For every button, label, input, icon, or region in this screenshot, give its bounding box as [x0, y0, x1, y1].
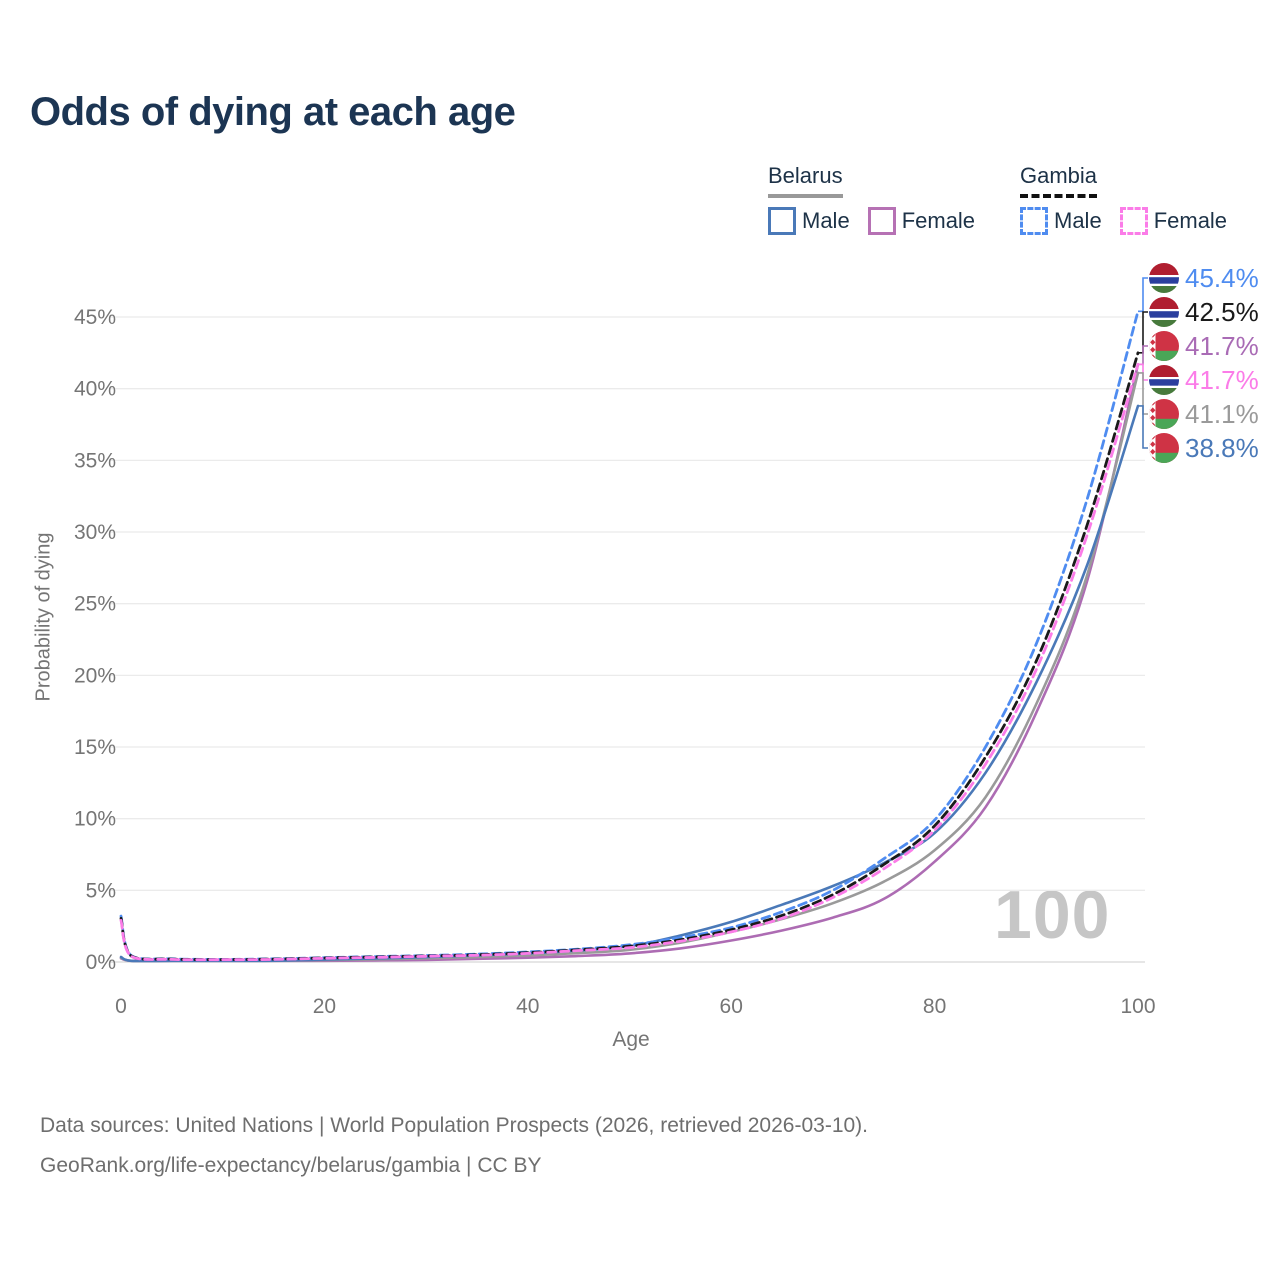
y-tick-45: 45%: [74, 306, 116, 329]
x-axis-title: Age: [612, 1028, 650, 1051]
gridlines: [110, 316, 1145, 963]
footer-attribution: GeoRank.org/life-expectancy/belarus/gamb…: [40, 1154, 542, 1177]
series-line-gambia-male: [119, 309, 1140, 961]
label-connector-gambia-both: [1138, 311, 1148, 354]
series-line-belarus-both: [119, 371, 1140, 963]
flag-icon-belarus: [1149, 433, 1179, 463]
end-value-belarus-male: 38.8%: [1185, 433, 1259, 463]
y-tick-10: 10%: [74, 808, 116, 831]
end-value-belarus-female: 41.7%: [1185, 331, 1259, 361]
page-title: Odds of dying at each age: [30, 90, 516, 134]
legend-item-belarus-male[interactable]: Male: [768, 207, 850, 235]
legend-item-gambia-male[interactable]: Male: [1020, 207, 1102, 235]
y-tick-15: 15%: [74, 736, 116, 759]
y-tick-40: 40%: [74, 378, 116, 401]
legend-item-belarus-female[interactable]: Female: [867, 207, 976, 235]
legend-group-belarus: Belarus Male Female: [768, 163, 993, 235]
x-tick-20: 20: [313, 995, 336, 1018]
footer: Data sources: United Nations | World Pop…: [40, 1106, 868, 1186]
flag-icon-belarus: [1149, 399, 1179, 429]
x-tick-0: 0: [115, 995, 127, 1018]
legend-header-gambia[interactable]: Gambia: [1020, 163, 1098, 198]
y-axis-tick-labels: 0% 5% 10% 15% 20% 25% 30% 35% 40% 45%: [74, 306, 116, 974]
series-line-gambia-both: [119, 351, 1140, 962]
end-value-labels: 45.4% 42.5% 41.7% 41.7% 41.1% 38.8%: [1138, 263, 1259, 463]
series-line-belarus-female: [119, 363, 1140, 963]
x-tick-40: 40: [516, 995, 539, 1018]
end-value-gambia-both: 42.5%: [1185, 297, 1259, 327]
y-axis-title: Probability of dying: [32, 532, 55, 702]
y-tick-30: 30%: [74, 521, 116, 544]
series-line-belarus-male: [119, 404, 1140, 963]
age-watermark: 100: [994, 877, 1111, 953]
plot-area: 0% 5% 10% 15% 20% 25% 30% 35% 40% 45% 0 20 40 60 80 10…: [74, 263, 1259, 1018]
y-tick-0: 0%: [86, 951, 116, 974]
end-value-gambia-female: 41.7%: [1185, 365, 1259, 395]
legend-header-belarus[interactable]: Belarus: [768, 163, 843, 198]
series-line-gambia-female: [119, 362, 1140, 962]
x-tick-100: 100: [1120, 995, 1155, 1018]
flag-icon-gambia: [1149, 263, 1179, 293]
legend-label-gambia-female: Female: [1153, 208, 1228, 233]
label-connector-gambia-male: [1138, 277, 1148, 313]
end-value-belarus-both: 41.1%: [1185, 399, 1259, 429]
legend-label-gambia-male: Male: [1054, 208, 1102, 233]
x-tick-60: 60: [720, 995, 743, 1018]
legend-checkbox-gambia-male[interactable]: [1020, 207, 1048, 235]
legend-checkbox-belarus-female[interactable]: [867, 207, 896, 235]
data-series-lines: [119, 309, 1140, 963]
footer-data-sources: Data sources: United Nations | World Pop…: [40, 1114, 869, 1137]
y-tick-5: 5%: [86, 879, 116, 902]
end-value-gambia-male: 45.4%: [1185, 263, 1259, 293]
legend-item-gambia-female[interactable]: Female: [1119, 207, 1228, 235]
flag-icon-gambia: [1149, 297, 1179, 327]
flag-icon-belarus: [1149, 331, 1179, 361]
legend-checkbox-belarus-male[interactable]: [768, 207, 796, 235]
label-connector-belarus-female: [1138, 345, 1148, 366]
y-tick-35: 35%: [74, 449, 116, 472]
flag-icon-gambia: [1149, 365, 1179, 395]
label-connector-belarus-both: [1138, 372, 1148, 415]
label-connector-belarus-male: [1138, 405, 1148, 449]
legend-label-belarus-male: Male: [802, 208, 850, 233]
x-tick-80: 80: [923, 995, 946, 1018]
y-tick-25: 25%: [74, 593, 116, 616]
y-tick-20: 20%: [74, 664, 116, 687]
x-axis-tick-labels: 0 20 40 60 80 100: [115, 995, 1155, 1018]
legend-checkbox-gambia-female[interactable]: [1119, 207, 1148, 235]
legend-label-belarus-female: Female: [901, 208, 976, 233]
legend-group-gambia: Gambia Male Female: [1020, 163, 1245, 235]
